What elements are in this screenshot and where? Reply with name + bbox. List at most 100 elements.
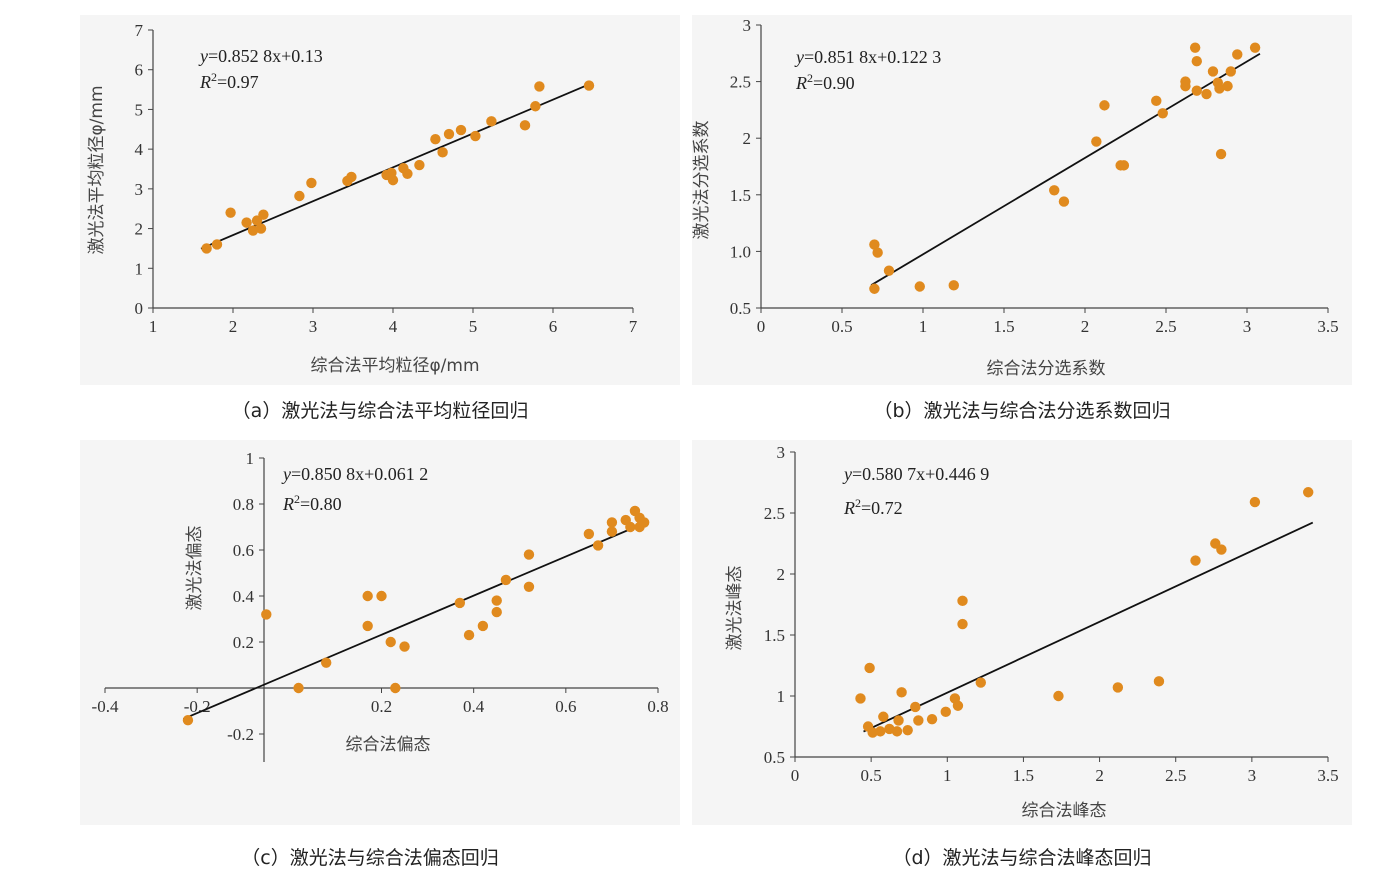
equation-rest-d: =0.580 7x+0.446 9 xyxy=(852,464,989,484)
plot-area-d xyxy=(692,440,1352,825)
data-point-b xyxy=(1214,83,1225,94)
data-point-d xyxy=(1153,676,1165,687)
data-point-a xyxy=(255,223,267,234)
data-point-c xyxy=(500,574,512,586)
data-point-c xyxy=(592,540,604,551)
data-point-a xyxy=(387,174,399,186)
x-ticks-c: -0.4 -0.2 0.2 0.4 0.6 0.8 xyxy=(92,688,669,716)
plot-area-b xyxy=(692,15,1352,385)
caption-d: （d）激光法与综合法峰态回归 xyxy=(892,847,1152,869)
data-point-d xyxy=(975,677,986,688)
data-point-b xyxy=(883,265,895,276)
chart-c: -0.4 -0.2 0.2 0.4 0.6 0.8 -0.2 0.2 0.4 0.6 0.8 1 y… xyxy=(80,440,680,825)
data-point-a xyxy=(430,134,441,145)
x-tick-label-b: 3.5 xyxy=(1317,317,1338,336)
r2-sup-d: 2 xyxy=(855,496,861,510)
y-tick-label-b: 1.0 xyxy=(730,242,751,261)
plot-area-c xyxy=(80,440,680,825)
data-point-b xyxy=(872,247,883,258)
data-point-c xyxy=(625,521,636,533)
data-point-d xyxy=(1053,690,1064,702)
data-point-a xyxy=(402,168,413,179)
r2-value-d: =0.72 xyxy=(861,498,903,518)
data-point-c xyxy=(606,526,618,537)
data-point-a xyxy=(201,243,212,254)
caption-a: （a）激光法与综合法平均粒径回归 xyxy=(231,400,529,422)
y-tick-label-c: 0.8 xyxy=(233,495,254,514)
data-point-d xyxy=(867,727,878,738)
data-point-d xyxy=(902,724,913,736)
r2-value-b: =0.90 xyxy=(813,73,855,93)
x-tick-label-c: 0.8 xyxy=(647,697,668,716)
data-point-c xyxy=(606,517,618,528)
data-point-d xyxy=(875,726,886,737)
data-point-d xyxy=(893,715,904,726)
data-point-a xyxy=(258,209,269,220)
y-tick-label-a: 7 xyxy=(135,21,144,40)
y-tick-label-a: 2 xyxy=(135,220,144,239)
data-point-c xyxy=(638,517,650,528)
y-tick-label-a: 6 xyxy=(135,61,144,80)
data-point-c xyxy=(463,629,475,641)
data-point-b xyxy=(1099,100,1110,111)
x-tick-label-d: 2.5 xyxy=(1165,766,1186,785)
points-b xyxy=(869,42,1261,294)
data-point-c xyxy=(454,597,466,609)
plot-area-a xyxy=(80,15,680,385)
y-tick-label-b: 3 xyxy=(743,16,752,35)
x-tick-label-a: 1 xyxy=(149,317,158,336)
y-tick-label-a: 1 xyxy=(135,259,144,278)
r2-value-a: =0.97 xyxy=(217,72,259,92)
data-point-b xyxy=(1157,108,1168,119)
x-ticks-a: 1 2 3 4 5 6 7 xyxy=(149,308,638,336)
x-tick-label-a: 3 xyxy=(309,317,318,336)
data-point-b xyxy=(914,281,925,292)
x-tick-label-b: 2.5 xyxy=(1155,317,1176,336)
data-point-b xyxy=(1232,49,1243,60)
data-point-a xyxy=(306,177,317,189)
data-point-b xyxy=(1191,85,1202,96)
x-axis-label-d: 综合法峰态 xyxy=(1022,801,1107,821)
data-point-b xyxy=(1207,66,1219,77)
x-tick-label-b: 3 xyxy=(1243,317,1252,336)
data-point-c xyxy=(523,581,535,592)
equation-b: y=0.851 8x+0.122 3 xyxy=(794,47,941,67)
data-point-d xyxy=(855,693,866,704)
data-point-c xyxy=(399,641,410,652)
y-tick-label-d: 3 xyxy=(777,443,786,462)
data-point-a xyxy=(519,120,531,131)
r2-prefix-c: R xyxy=(282,494,294,514)
y-ticks-d: 0.5 1 1.5 2 2.5 3 xyxy=(764,443,795,767)
data-point-d xyxy=(910,701,921,713)
y-tick-label-b: 0.5 xyxy=(730,299,751,318)
data-point-a xyxy=(470,130,481,142)
y-tick-label-d: 1 xyxy=(777,687,786,706)
x-tick-label-b: 1.5 xyxy=(993,317,1014,336)
x-tick-label-c: -0.2 xyxy=(184,697,211,716)
y-tick-label-d: 0.5 xyxy=(764,748,785,767)
data-point-a xyxy=(583,80,595,91)
x-ticks-d: 0 0.5 1 1.5 2 2.5 3 3.5 xyxy=(791,757,1339,785)
data-point-b xyxy=(948,280,959,291)
x-tick-label-d: 1.5 xyxy=(1013,766,1034,785)
data-point-d xyxy=(1112,682,1124,693)
data-point-c xyxy=(523,549,535,560)
equation-y-c: y xyxy=(281,464,291,484)
data-point-a xyxy=(443,128,455,140)
data-point-c xyxy=(362,620,373,632)
data-point-b xyxy=(1189,42,1201,53)
equation-d: y=0.580 7x+0.446 9 xyxy=(842,464,989,484)
x-tick-label-d: 3 xyxy=(1248,766,1257,785)
data-point-c xyxy=(390,682,401,694)
data-point-b xyxy=(1049,185,1060,196)
x-tick-label-c: 0.6 xyxy=(555,697,576,716)
fit-line-c xyxy=(182,522,645,720)
x-tick-label-b: 2 xyxy=(1081,317,1090,336)
data-point-c xyxy=(362,590,373,602)
data-point-b xyxy=(1222,80,1233,92)
x-tick-label-d: 0.5 xyxy=(861,766,882,785)
r2-c: R2=0.80 xyxy=(282,492,342,514)
y-axis-label-d: 激光法峰态 xyxy=(725,566,745,651)
fit-line-d xyxy=(863,521,1314,733)
data-point-b xyxy=(1201,88,1212,100)
